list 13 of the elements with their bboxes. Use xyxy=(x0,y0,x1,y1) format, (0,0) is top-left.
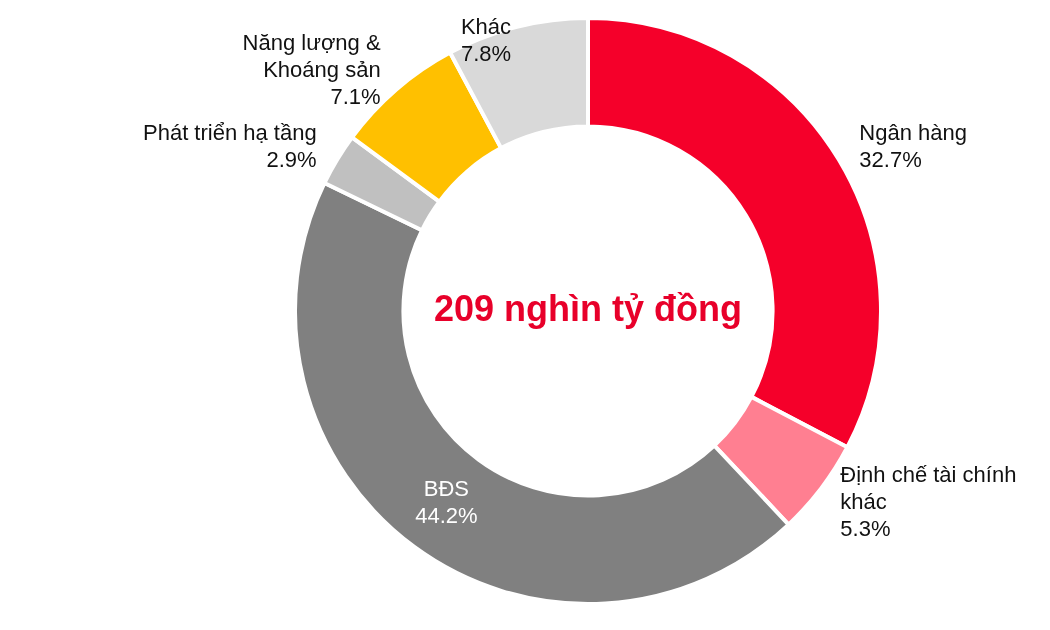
data-label: 2.9% xyxy=(266,146,317,172)
data-label: 5.3% xyxy=(840,515,891,541)
text: 209 nghìn tỷ đồng xyxy=(433,287,743,329)
slice-label: Phát triển hạ tầng xyxy=(142,119,317,145)
data-label: 32.7% xyxy=(859,146,922,172)
slice-label: Năng lượng & Khoáng sản xyxy=(242,30,381,83)
data-label: 7.1% xyxy=(330,84,381,110)
slice-label: BĐS xyxy=(423,475,470,501)
slice-label: Định chế tài chính khác xyxy=(840,461,1017,514)
slice-label: Khác xyxy=(460,13,512,39)
data-label: 44.2% xyxy=(415,502,478,528)
data-label: 7.8% xyxy=(460,40,512,66)
slice-label: Ngân hàng xyxy=(859,119,967,145)
